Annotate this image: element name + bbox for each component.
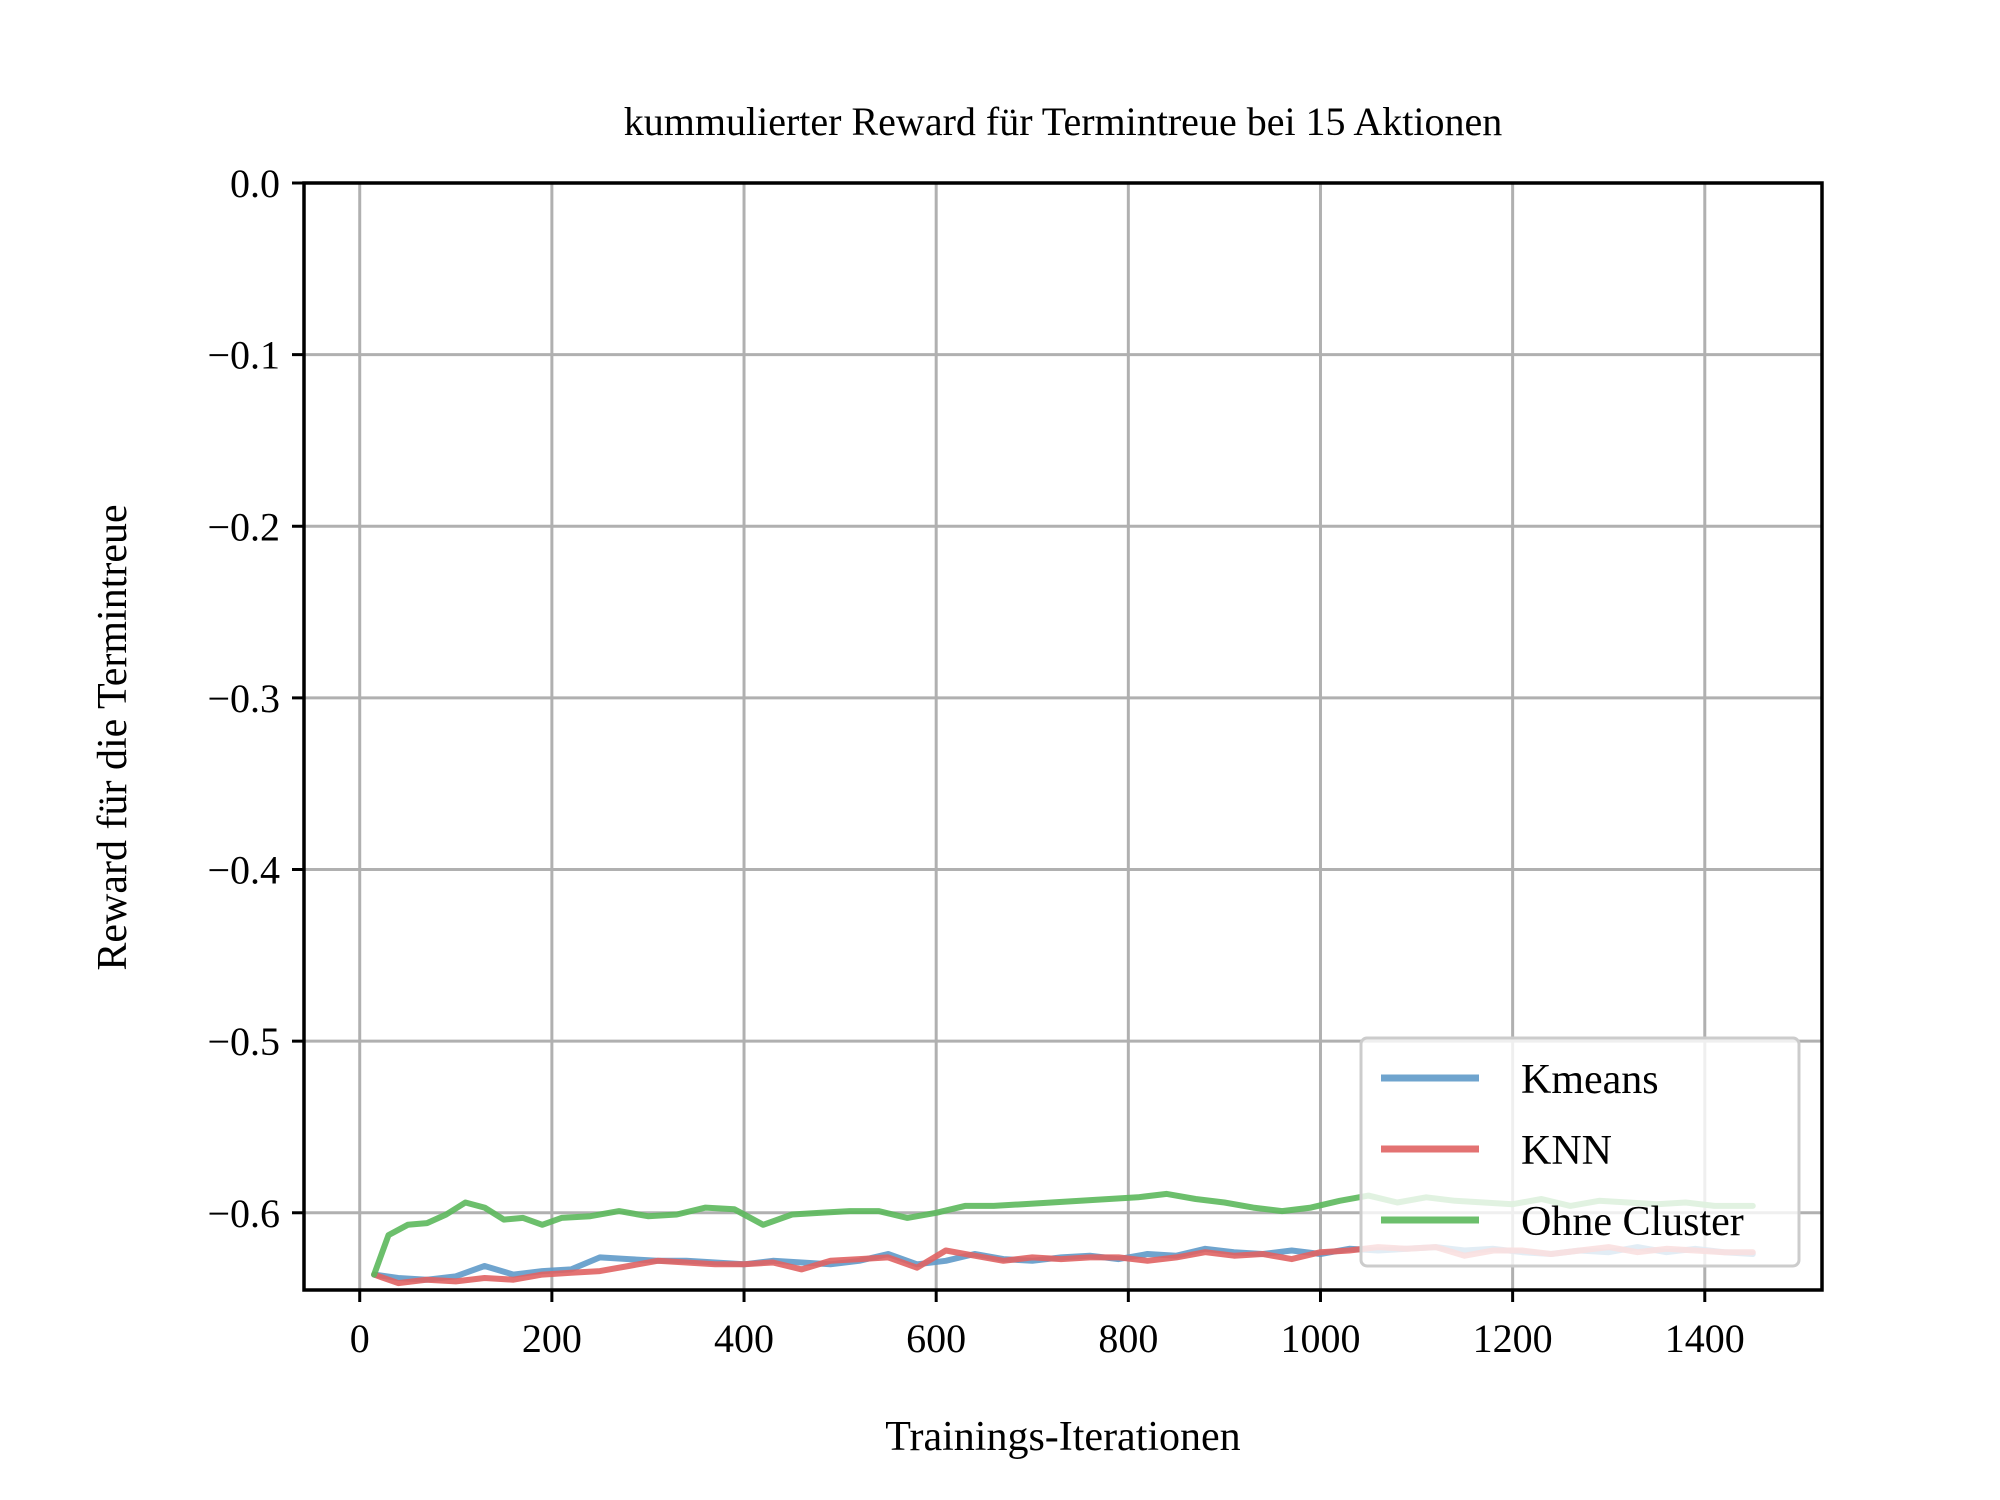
legend-label-ohne-cluster: Ohne Cluster xyxy=(1521,1199,1744,1245)
legend: Kmeans KNN Ohne Cluster xyxy=(1359,1036,1801,1268)
y-tick-label: −0.3 xyxy=(207,676,280,721)
x-tick-label: 400 xyxy=(714,1316,774,1361)
x-tick-label: 1200 xyxy=(1473,1316,1553,1361)
axis-ticks: 0 200 400 600 800 1000 1200 1400 0.0 −0.1 −0.2 −0.3… xyxy=(207,161,1744,1361)
y-tick-label: −0.5 xyxy=(207,1019,280,1064)
y-axis-label: Reward für die Termintreue xyxy=(90,504,136,970)
legend-label-knn: KNN xyxy=(1521,1128,1612,1174)
y-tick-label: −0.6 xyxy=(207,1191,280,1236)
x-tick-label: 200 xyxy=(522,1316,582,1361)
x-tick-label: 600 xyxy=(906,1316,966,1361)
y-tick-label: −0.4 xyxy=(207,848,280,893)
chart-title: kummulierter Reward für Termintreue bei … xyxy=(624,99,1502,144)
y-tick-label: 0.0 xyxy=(230,161,280,206)
legend-box xyxy=(1359,1036,1801,1268)
x-axis-label: Trainings-Iterationen xyxy=(885,1414,1240,1460)
x-tick-label: 800 xyxy=(1098,1316,1158,1361)
y-tick-label: −0.1 xyxy=(207,333,280,378)
x-tick-label: 1000 xyxy=(1280,1316,1360,1361)
legend-label-kmeans: Kmeans xyxy=(1521,1057,1659,1103)
plot-frame xyxy=(302,181,1824,1292)
x-tick-label: 1400 xyxy=(1665,1316,1745,1361)
x-tick-label: 0 xyxy=(350,1316,370,1361)
y-tick-label: −0.2 xyxy=(207,504,280,549)
